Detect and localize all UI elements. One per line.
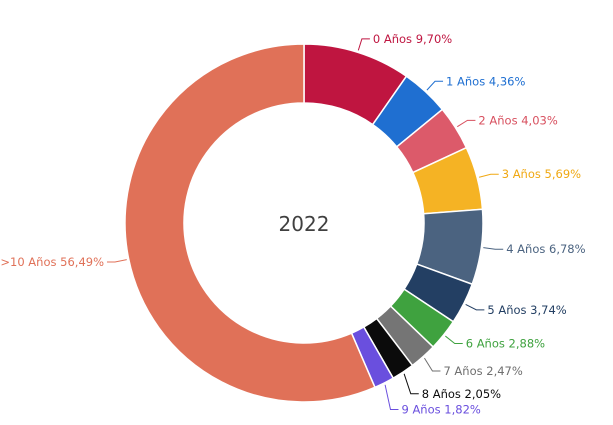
slice-label-4: 4 Años 6,78% (506, 242, 585, 256)
labels-group: 0 Años 9,70% 1 Años 4,36% 2 Años 4,03% 3 Añ… (0, 32, 586, 417)
slice-label-8: 8 Años 2,05% (422, 387, 501, 401)
slice-label-1: 1 Años 4,36% (446, 74, 525, 88)
leader-line-1 (426, 80, 444, 91)
slice-label-0: 0 Años 9,70% (373, 32, 452, 46)
center-label: 2022 (279, 212, 330, 236)
leader-line-5 (465, 303, 485, 311)
slice-label-7: 7 Años 2,47% (443, 364, 522, 378)
leader-line-3 (478, 173, 499, 178)
slice-label-5: 5 Años 3,74% (487, 303, 566, 317)
leader-line-0 (357, 38, 370, 51)
slice-label-2: 2 Años 4,03% (478, 113, 557, 127)
slice-label-6: 6 Años 2,88% (466, 337, 545, 351)
slice-10[interactable] (124, 43, 376, 403)
slice-label-9: 9 Años 1,82% (401, 403, 480, 417)
leader-line-9 (384, 384, 399, 411)
leader-line-6 (445, 335, 463, 345)
leader-line-2 (457, 119, 476, 128)
slice-label-10: =>10 Años 56,49% (0, 255, 104, 269)
leader-line-10 (106, 259, 127, 263)
leader-line-7 (424, 357, 441, 372)
leader-line-4 (483, 247, 504, 250)
leader-lines-group (106, 38, 504, 411)
slice-label-3: 3 Años 5,69% (502, 167, 581, 181)
leader-line-8 (403, 373, 419, 395)
slices-group (124, 43, 484, 403)
